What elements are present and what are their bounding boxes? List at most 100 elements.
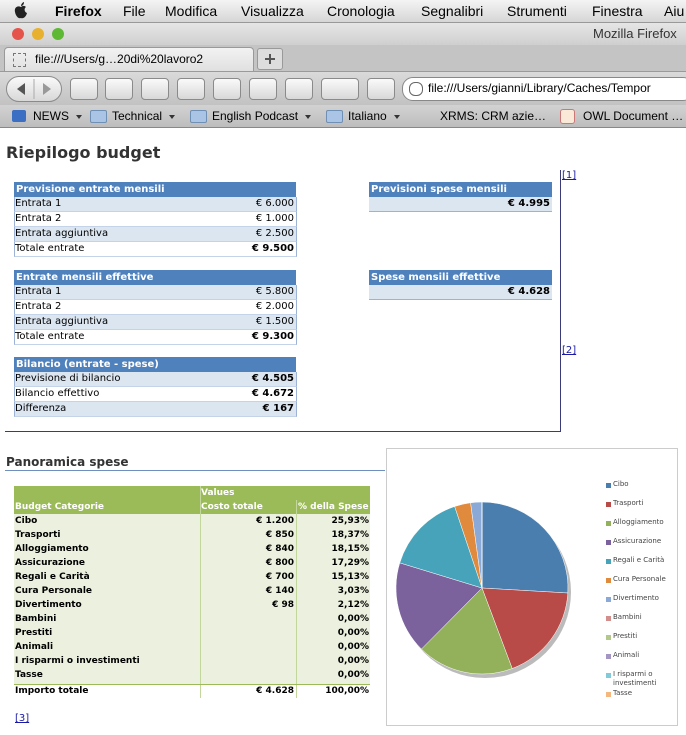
menu-item[interactable]: File — [123, 3, 146, 19]
back-forward-button[interactable] — [6, 76, 62, 102]
rss-button[interactable] — [249, 78, 277, 100]
cost-cell: € 700 — [265, 572, 294, 582]
bookmark[interactable]: NEWS — [33, 109, 69, 123]
layout-button[interactable] — [177, 78, 205, 100]
pct-cell: 17,29% — [331, 558, 370, 568]
legend-swatch — [606, 483, 611, 488]
row-label: Totale entrate — [15, 243, 85, 254]
category-cell: Cibo — [15, 516, 38, 526]
legend-label: Trasporti — [613, 499, 644, 507]
legend-label: Bambini — [613, 613, 642, 621]
amazon-button[interactable] — [367, 78, 395, 100]
window-title: Mozilla Firefox — [593, 26, 677, 41]
legend-label: Assicurazione — [613, 537, 662, 545]
table-header: Entrate mensili effettive — [14, 270, 296, 285]
category-cell: Assicurazione — [15, 558, 86, 568]
zoom-button[interactable] — [52, 28, 64, 40]
category-cell: Cura Personale — [15, 586, 93, 596]
legend-label: Animali — [613, 651, 640, 659]
legend-swatch — [606, 502, 611, 507]
row-value: € 2.500 — [255, 228, 294, 239]
minimize-button[interactable] — [32, 28, 44, 40]
bookmark-icon — [560, 109, 575, 124]
new-tab-button[interactable] — [257, 48, 283, 70]
reload-button[interactable] — [105, 78, 133, 100]
dropdown-arrow — [76, 115, 82, 119]
cost-cell: € 850 — [265, 530, 294, 540]
url-bar[interactable]: file:///Users/gianni/Library/Caches/Temp… — [402, 77, 686, 101]
pct-cell: 0,00% — [337, 614, 369, 624]
bookmark[interactable]: XRMS: CRM azie… — [440, 109, 547, 123]
tab-title: file:///Users/g…20di%20lavoro2 — [35, 52, 204, 66]
footnote-link[interactable]: [2] — [562, 345, 577, 356]
table-header: Bilancio (entrate - spese) — [14, 357, 296, 372]
table-header: Previsione entrate mensili — [14, 182, 296, 197]
dropdown-arrow — [305, 115, 311, 119]
category-cell: Prestiti — [15, 628, 53, 638]
page-title: Riepilogo budget — [6, 143, 161, 162]
table-row — [14, 212, 297, 227]
pct-cell: 2,12% — [337, 600, 369, 610]
menu-item[interactable]: Firefox — [55, 3, 102, 19]
column-header: % della Spese — [298, 502, 369, 512]
menu-item[interactable]: Cronologia — [327, 3, 395, 19]
sync-button[interactable] — [321, 78, 359, 100]
pct-cell: 0,00% — [337, 628, 369, 638]
row-value: € 167 — [262, 403, 294, 414]
table-row — [14, 227, 297, 242]
footnote-link[interactable]: [3] — [15, 713, 30, 724]
legend-label: Alloggiamento — [613, 518, 664, 526]
table-row — [369, 197, 552, 212]
pct-cell: 3,03% — [337, 586, 369, 596]
home-button[interactable] — [70, 78, 98, 100]
menu-item[interactable]: Strumenti — [507, 3, 567, 19]
row-label: Differenza — [15, 403, 67, 414]
menu-item[interactable]: Visualizza — [241, 3, 304, 19]
row-value: € 4.505 — [251, 373, 294, 384]
pie-slice — [395, 562, 483, 650]
close-button[interactable] — [12, 28, 24, 40]
menu-item[interactable]: Aiu — [664, 3, 685, 19]
row-value: € 4.628 — [507, 286, 550, 297]
bookmark[interactable]: Technical — [112, 109, 163, 123]
table-row — [14, 315, 297, 330]
table-header: Previsioni spese mensili — [369, 182, 552, 197]
legend-swatch — [606, 578, 611, 583]
site-icon — [409, 82, 423, 96]
column-header: Budget Categorie — [15, 502, 105, 512]
download-button[interactable] — [285, 78, 313, 100]
menu-item[interactable]: Finestra — [592, 3, 643, 19]
addon-button[interactable] — [141, 78, 169, 100]
pct-cell: 18,15% — [331, 544, 370, 554]
bookmark[interactable]: OWL Document … — [583, 109, 684, 123]
cost-cell: € 1.200 — [256, 516, 294, 526]
table-row — [14, 285, 297, 300]
row-value: € 4.672 — [251, 388, 294, 399]
row-label: Entrata aggiuntiva — [15, 228, 109, 239]
row-label: Entrata 1 — [15, 198, 62, 209]
pct-cell: 0,00% — [337, 642, 369, 652]
dropdown-arrow — [169, 115, 175, 119]
category-cell: Regali e Carità — [15, 572, 90, 582]
legend-swatch — [606, 597, 611, 602]
url-text: file:///Users/gianni/Library/Caches/Temp… — [428, 81, 651, 95]
legend-swatch — [606, 673, 611, 678]
section-title: Panoramica spese — [6, 455, 129, 469]
pie-slice — [421, 587, 513, 675]
table-body-bg — [14, 514, 370, 684]
row-label: Entrata 2 — [15, 301, 62, 312]
menu-item[interactable]: Segnalibri — [421, 3, 484, 19]
pie-slice — [481, 587, 569, 669]
tab[interactable]: file:///Users/g…20di%20lavoro2 — [4, 47, 254, 71]
category-cell: Bambini — [15, 614, 57, 624]
bookmark[interactable]: English Podcast — [212, 109, 299, 123]
pct-cell: 18,37% — [331, 530, 370, 540]
row-value: € 9.300 — [251, 331, 294, 342]
legend-label: Cibo — [613, 480, 629, 488]
footnote-link[interactable]: [1] — [562, 170, 577, 181]
menu-item[interactable]: Modifica — [165, 3, 218, 19]
legend-label: Prestiti — [613, 632, 638, 640]
print-button[interactable] — [213, 78, 241, 100]
bookmark[interactable]: Italiano — [348, 109, 387, 123]
category-cell: Importo totale — [15, 686, 89, 696]
